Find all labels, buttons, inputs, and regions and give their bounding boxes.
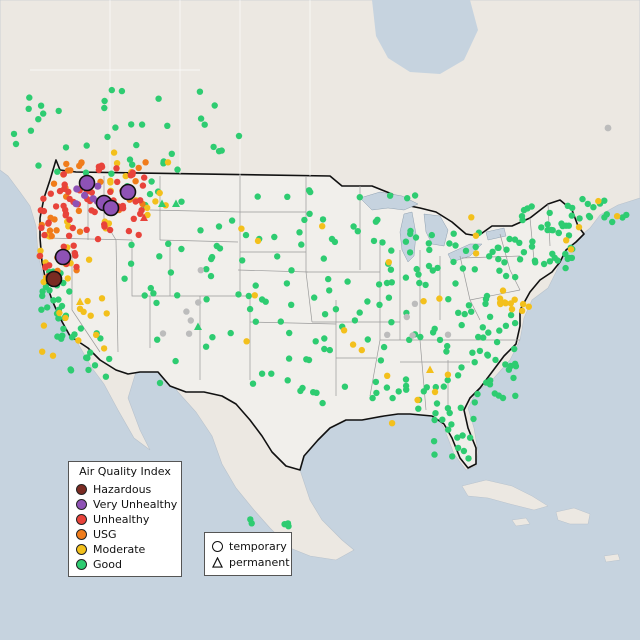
legend-label: permanent (229, 555, 290, 569)
legend-label: temporary (229, 539, 287, 553)
legend-item-very-unhealthy: Very Unhealthy (76, 497, 177, 511)
legend-label: Unhealthy (93, 512, 150, 526)
province-boundaries (30, 0, 311, 176)
legend-item-permanent: permanent (212, 555, 290, 569)
triangle-icon (212, 556, 223, 568)
legend-item-hazardous: Hazardous (76, 482, 151, 496)
legend-title: Air Quality Index (79, 465, 171, 478)
hudson-bay (372, 0, 478, 74)
good-swatch-icon (76, 558, 87, 570)
lake-michigan (399, 211, 417, 263)
unhealthy-swatch-icon (76, 513, 87, 525)
hazardous-swatch-icon (76, 483, 87, 495)
aqi-legend: Air Quality Index Hazardous Very Unhealt… (68, 461, 182, 577)
cuba (461, 479, 549, 511)
usg-swatch-icon (76, 528, 87, 540)
legend-item-moderate: Moderate (76, 542, 145, 556)
jamaica (511, 517, 531, 527)
legend-item-usg: USG (76, 527, 117, 541)
puerto-rico (603, 553, 621, 563)
moderate-swatch-icon (76, 543, 87, 555)
legend-label: Very Unhealthy (93, 497, 178, 511)
very-unhealthy-swatch-icon (76, 498, 87, 510)
legend-label: USG (93, 527, 117, 541)
legend-label: Hazardous (93, 482, 152, 496)
legend-item-temporary: temporary (212, 539, 287, 553)
monitoring-sites (10, 86, 630, 530)
circle-icon (212, 540, 223, 552)
legend-label: Good (93, 557, 122, 571)
hispaniola (555, 507, 591, 525)
lake-huron (423, 213, 449, 247)
legend-item-good: Good (76, 557, 122, 571)
gulf-of-mexico (300, 418, 470, 548)
legend-label: Moderate (93, 542, 146, 556)
site-type-legend: temporary permanent (204, 532, 292, 576)
lake-superior (359, 191, 419, 211)
legend-item-unhealthy: Unhealthy (76, 512, 149, 526)
